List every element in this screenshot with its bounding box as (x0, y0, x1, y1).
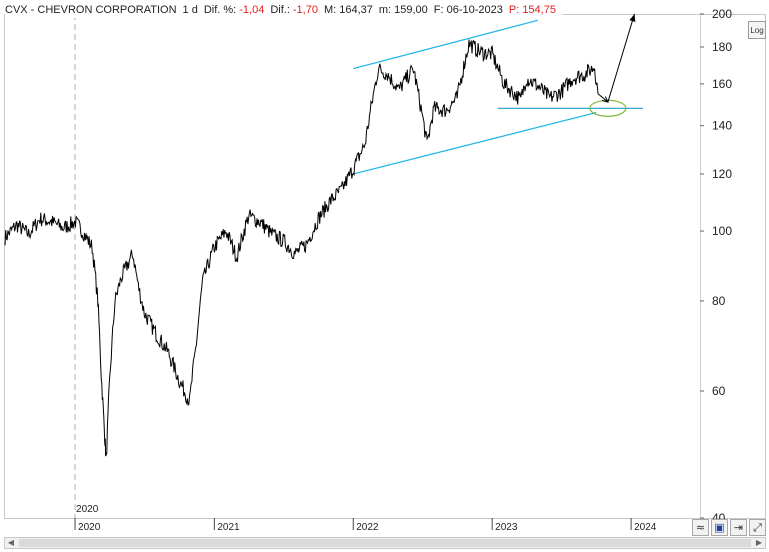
dif-pct-label: Dif. %: (203, 4, 237, 16)
wave-icon[interactable]: ≈ (692, 519, 709, 536)
dif-value: -1,70 (292, 4, 318, 16)
y-tick-label-120: 120 (712, 167, 732, 181)
arrow-mid-head (601, 96, 609, 103)
plot-border (4, 14, 766, 519)
y-tick-label-140: 140 (712, 119, 732, 133)
dif-pct-value: -1,04 (239, 4, 265, 16)
x-axis: 2020 2021 2022 2023 2024 (74, 518, 657, 533)
arrow-head (629, 14, 636, 22)
chart-header: CVX - CHEVRON CORPORATION 1 d Dif. %: -1… (5, 2, 562, 18)
channel-upper-line (353, 19, 539, 70)
scroll-thumb[interactable] (19, 539, 751, 547)
date-label: F: 06-10-2023 (433, 4, 503, 16)
channel-lower-line (353, 111, 597, 175)
max-label: M: 164,37 (323, 4, 373, 16)
x-tick-label-2020: 2020 (78, 522, 101, 533)
x-tick-label-2023: 2023 (495, 522, 518, 533)
y-tick-label-100: 100 (712, 224, 732, 238)
scroll-right-icon[interactable]: ▶ (755, 538, 763, 547)
save-icon[interactable]: ▣ (711, 519, 728, 536)
log-scale-toggle[interactable]: Log (748, 21, 766, 39)
fullscreen-icon[interactable]: ⤢ (749, 519, 766, 536)
horizontal-scrollbar[interactable]: ◀ ▶ (4, 537, 766, 549)
price-value: 154,75 (522, 4, 556, 16)
min-label: m: 159,00 (378, 4, 428, 16)
dif-label: Dif.: (270, 4, 290, 16)
projection-arrow (597, 13, 635, 103)
x-tick-label-2024: 2024 (634, 522, 657, 533)
symbol-title: CVX - CHEVRON CORPORATION (5, 4, 177, 16)
y-tick-label-60: 60 (712, 384, 726, 398)
gridlines: 2020 (74, 14, 99, 518)
export-icon[interactable]: ⇥ (730, 519, 747, 536)
price-line (4, 39, 599, 457)
bottom-toolbar: ≈ ▣ ⇥ ⤢ (692, 519, 766, 536)
x-tick-label-2022: 2022 (356, 522, 379, 533)
target-ellipse (589, 99, 627, 117)
y-tick-label-80: 80 (712, 294, 726, 308)
period-label: 1 d (182, 4, 198, 16)
price-label: P: (508, 4, 520, 16)
x-tick-label-2021: 2021 (217, 522, 240, 533)
annotations (353, 13, 643, 175)
year-marker-label: 2020 (76, 504, 99, 515)
y-tick-label-180: 180 (712, 40, 732, 54)
y-tick-label-200: 200 (712, 7, 732, 21)
y-tick-label-160: 160 (712, 77, 732, 91)
scroll-left-icon[interactable]: ◀ (7, 538, 15, 547)
